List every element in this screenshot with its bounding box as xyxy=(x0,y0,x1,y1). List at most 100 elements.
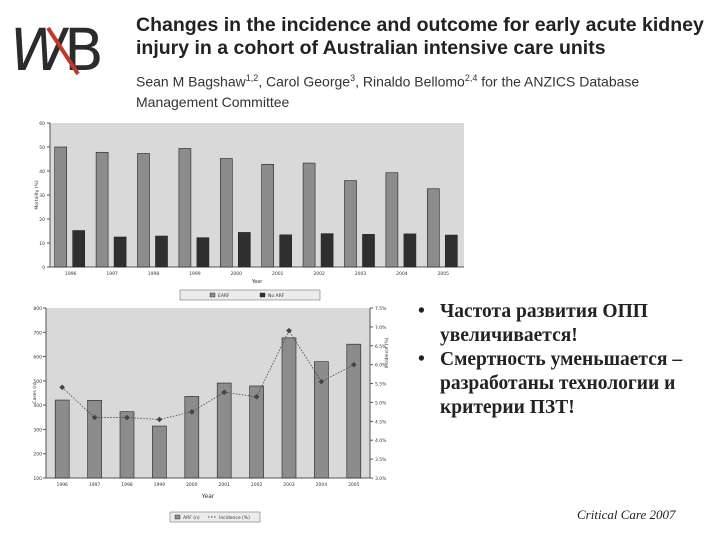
y2-tick-label: 7.5% xyxy=(375,306,387,312)
y-tick-label: 800 xyxy=(33,306,42,312)
x-tick-label: 1997 xyxy=(89,482,101,488)
x-tick-label: 2004 xyxy=(396,271,408,277)
bullet-dot-icon: • xyxy=(418,301,425,322)
bar-no-arf xyxy=(444,234,458,268)
bar-no-arf xyxy=(72,230,86,268)
author-name: Carol George xyxy=(266,73,351,90)
author-list: Sean M Bagshaw1,2, Carol George3, Rinald… xyxy=(136,68,711,112)
y2-tick-label: 3.5% xyxy=(375,457,387,463)
y2-tick-label: 7.0% xyxy=(375,325,387,331)
y-tick-label: 600 xyxy=(33,355,42,361)
y2-tick-label: 6.0% xyxy=(375,363,387,369)
author-separator: , xyxy=(258,73,267,90)
x-tick-label: 2002 xyxy=(251,482,263,488)
citation: Critical Care 2007 xyxy=(577,507,676,522)
y2-axis-label: Incidence (%) xyxy=(384,337,390,368)
x-axis-label: Year xyxy=(201,493,215,500)
x-tick-label: 2002 xyxy=(313,271,325,277)
y-tick-label: 500 xyxy=(33,379,42,385)
mortality-chart: 0 10 20 30 40 50 60 Mortality (%) 1996 1997 1998 19… xyxy=(34,121,464,301)
logo-letter-b: B xyxy=(64,18,104,80)
y2-tick-label: 3.0% xyxy=(375,476,387,482)
bar-earf xyxy=(95,151,109,268)
logo-icon: W B xyxy=(10,18,104,80)
author-affiliation: 1,2 xyxy=(245,73,259,83)
bar-no-arf xyxy=(279,234,292,268)
bullet-item: • Частота развития ОПП увеличивается! xyxy=(410,300,710,348)
y-tick-label: 300 xyxy=(33,427,42,433)
legend-swatch xyxy=(209,292,216,298)
author-affiliation: 2,4 xyxy=(464,73,478,83)
bar-earf xyxy=(54,146,68,268)
legend-label: EARF xyxy=(218,293,230,299)
bar-arf-cases xyxy=(314,361,329,479)
bar-earf xyxy=(220,158,233,268)
y-tick-label: 20 xyxy=(39,217,45,223)
x-tick-label: 2005 xyxy=(438,271,450,277)
bar-arf-cases xyxy=(216,382,232,479)
incidence-point xyxy=(188,409,195,415)
legend-label: No ARF xyxy=(268,293,285,299)
y-tick-label: 400 xyxy=(33,403,42,409)
y-tick-label: 700 xyxy=(33,330,42,336)
x-tick-label: 1996 xyxy=(56,482,68,488)
legend: EARF No ARF xyxy=(179,289,321,301)
bar-arf-cases xyxy=(281,337,297,479)
bar-earf xyxy=(344,180,357,268)
page-title: Changes in the incidence and outcome for… xyxy=(136,14,704,59)
bar-arf-cases xyxy=(119,411,135,479)
legend-label: ARF (n) xyxy=(183,515,200,521)
x-axis-label: Year xyxy=(251,279,264,285)
bar-no-arf xyxy=(238,232,251,268)
incidence-point xyxy=(124,414,130,421)
bar-arf-cases xyxy=(346,343,362,479)
y-tick-label: 0 xyxy=(42,265,45,271)
bar-no-arf xyxy=(403,233,417,268)
bar-arf-cases xyxy=(152,425,167,479)
x-tick-label: 1997 xyxy=(106,271,118,277)
legend: ARF (n) Incidence (%) xyxy=(169,511,261,523)
bar-earf xyxy=(302,162,316,268)
bar-arf-cases xyxy=(249,385,264,479)
x-tick-label: 2000 xyxy=(231,271,243,277)
bar-earf xyxy=(385,172,399,268)
bullet-list: • Частота развития ОПП увеличивается! • См… xyxy=(410,300,710,420)
y-tick-label: 40 xyxy=(39,169,45,175)
bullet-dot-icon: • xyxy=(418,349,425,370)
y-tick-label: 60 xyxy=(39,121,45,127)
incidence-line xyxy=(61,329,354,420)
x-tick-label: 2000 xyxy=(186,482,198,488)
y-tick-label: 200 xyxy=(33,452,42,458)
x-tick-label: 2001 xyxy=(272,271,284,277)
bar-earf xyxy=(261,163,274,268)
author-name: Sean M Bagshaw xyxy=(136,73,246,90)
author-name: Rinaldo Bellomo xyxy=(362,73,465,90)
x-tick-label: 2004 xyxy=(316,482,328,488)
bar-no-arf xyxy=(362,234,375,268)
incidence-chart: 100 200 300 400 500 600 700 800 3.0% 3.5% 4.0% 4.5%… xyxy=(32,306,390,523)
bar-earf xyxy=(178,148,192,268)
bar-arf-cases xyxy=(184,396,200,479)
bar-arf-cases xyxy=(87,399,102,479)
plot-area xyxy=(50,123,464,267)
y-tick-label: 30 xyxy=(39,193,45,199)
incidence-point xyxy=(91,414,98,421)
bar-no-arf xyxy=(320,233,334,268)
y-tick-label: 100 xyxy=(33,476,42,482)
x-tick-label: 1998 xyxy=(148,271,160,277)
x-tick-label: 2003 xyxy=(355,271,367,277)
bar-no-arf xyxy=(113,236,127,268)
y-axis-label: Mortality (%) xyxy=(34,180,40,209)
y-axis-label: Cases (n) xyxy=(32,382,38,403)
bar-no-arf xyxy=(155,235,168,268)
bullet-item: • Смертность уменьшается – разработаны те… xyxy=(410,348,710,420)
x-tick-label: 1999 xyxy=(154,482,166,488)
legend-box xyxy=(179,289,321,301)
incidence-point xyxy=(221,389,228,396)
y2-tick-label: 4.0% xyxy=(375,438,387,444)
x-tick-label: 2005 xyxy=(348,482,360,488)
logo-accent-stroke xyxy=(46,26,80,76)
bar-earf xyxy=(137,153,150,268)
x-tick-label: 1998 xyxy=(121,482,133,488)
author-affiliation: 3 xyxy=(350,73,356,83)
